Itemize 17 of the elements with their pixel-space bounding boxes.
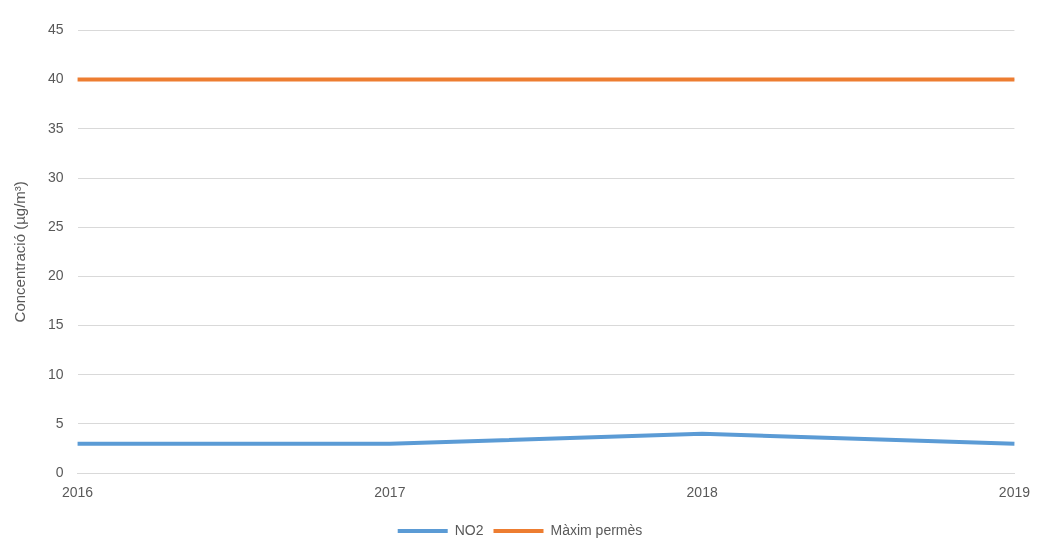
y-axis-title: Concentració (µg/m³) — [11, 181, 29, 323]
x-tick-label: 2019 — [998, 484, 1031, 501]
legend-label: NO2 — [454, 521, 484, 538]
y-tick-label: 35 — [47, 119, 64, 136]
x-tick-label: 2018 — [686, 484, 718, 501]
y-tick-label: 25 — [47, 218, 64, 235]
x-tick-label: 2017 — [374, 484, 406, 501]
y-tick-label: 10 — [47, 365, 64, 382]
y-tick-label: 15 — [47, 316, 64, 333]
legend-label: Màxim permès — [550, 521, 643, 538]
y-tick-label: 20 — [47, 267, 64, 284]
y-tick-label: 45 — [47, 21, 64, 38]
y-tick-label: 5 — [55, 414, 64, 431]
y-tick-label: 0 — [55, 464, 64, 481]
y-tick-label: 40 — [47, 70, 64, 87]
x-tick-label: 2016 — [61, 484, 94, 501]
y-tick-label: 30 — [47, 168, 64, 185]
